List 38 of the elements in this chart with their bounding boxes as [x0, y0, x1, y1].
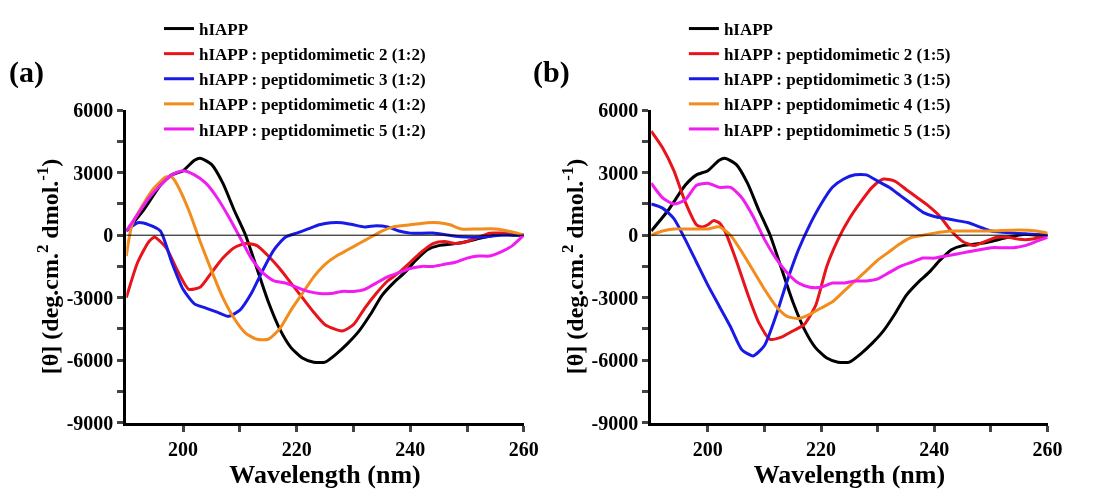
- x-tick-label: 240: [395, 437, 426, 460]
- legend-label: hIAPP : peptidomimetic 4 (1:5): [723, 95, 951, 115]
- y-tick-label: -9000: [591, 411, 639, 434]
- x-tick-label: 220: [281, 437, 312, 460]
- line-series: [651, 225, 1048, 320]
- line-series: [126, 175, 524, 342]
- line-series: [651, 181, 1048, 290]
- y-tick-label: 3000: [73, 161, 114, 184]
- legend-label: hIAPP : peptidomimetic 3 (1:2): [198, 70, 426, 90]
- chart-title: (a): [9, 55, 44, 89]
- legend-label: hIAPP : peptidomimetic 2 (1:2): [198, 45, 426, 65]
- legend-label: hIAPP: [198, 20, 249, 40]
- y-tick-label: -3000: [66, 286, 114, 309]
- y-tick-label: 6000: [73, 99, 114, 122]
- y-tick-label: -3000: [591, 286, 639, 309]
- legend-label: hIAPP : peptidomimetic 2 (1:5): [723, 45, 951, 65]
- legend-label: hIAPP : peptidomimetic 3 (1:5): [723, 70, 951, 90]
- y-tick-label: -6000: [591, 349, 639, 372]
- x-tick-label: 260: [1032, 437, 1063, 460]
- x-tick-label: 200: [692, 437, 723, 460]
- legend-label: hIAPP : peptidomimetic 5 (1:5): [723, 120, 951, 140]
- legend-label: hIAPP : peptidomimetic 4 (1:2): [198, 95, 426, 115]
- x-axis-title: Wavelength (nm): [753, 459, 946, 489]
- x-tick-label: 240: [919, 437, 950, 460]
- x-axis-title: Wavelength (nm): [229, 459, 421, 489]
- y-tick-label: 0: [103, 224, 114, 247]
- line-series: [126, 169, 524, 296]
- legend-label: hIAPP : peptidomimetic 5 (1:2): [198, 120, 426, 140]
- x-tick-label: 220: [806, 437, 837, 460]
- legend-label: hIAPP: [723, 20, 774, 40]
- y-tick-label: -9000: [66, 411, 114, 434]
- y-tick-label: 0: [628, 224, 639, 247]
- y-tick-label: -6000: [66, 349, 114, 372]
- y-tick-label: 3000: [598, 161, 639, 184]
- chart-title: (b): [533, 55, 570, 89]
- x-tick-label: 200: [168, 437, 199, 460]
- x-tick-label: 260: [508, 437, 539, 460]
- y-tick-label: 6000: [598, 99, 639, 122]
